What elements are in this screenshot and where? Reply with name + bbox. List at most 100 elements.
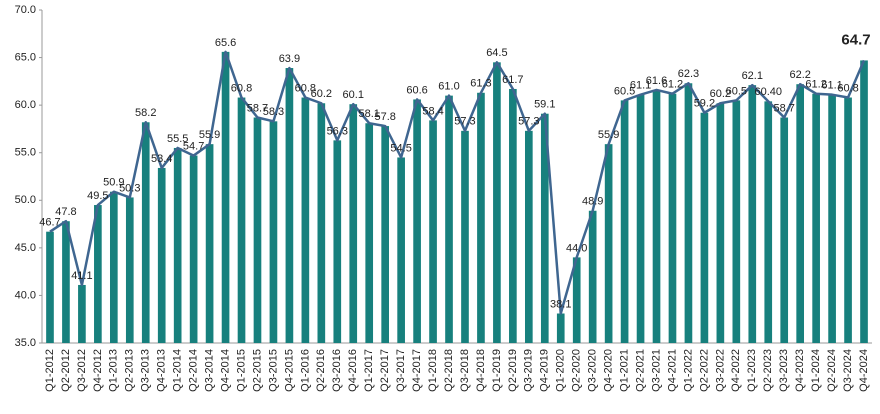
bar bbox=[237, 97, 246, 343]
data-label: 57.3 bbox=[518, 116, 539, 128]
x-tick-label: Q3-2016 bbox=[331, 349, 343, 392]
data-label: 53.4 bbox=[151, 153, 172, 165]
bar bbox=[748, 85, 757, 344]
data-label: 46.7 bbox=[39, 217, 60, 229]
bar bbox=[317, 103, 326, 344]
bar bbox=[189, 155, 198, 343]
x-tick-label: Q4-2019 bbox=[539, 349, 551, 392]
data-label: 60.5 bbox=[614, 85, 635, 97]
x-tick-label: Q1-2022 bbox=[682, 349, 694, 392]
x-tick-label: Q1-2024 bbox=[810, 349, 822, 392]
y-tick-label: 70.0 bbox=[15, 4, 36, 16]
bar bbox=[397, 157, 405, 343]
data-label: 58.1 bbox=[359, 108, 380, 120]
bar bbox=[46, 231, 54, 343]
bar bbox=[62, 221, 70, 343]
x-tick-label: Q3-2018 bbox=[459, 349, 471, 392]
x-tick-label: Q2-2014 bbox=[188, 349, 200, 392]
data-label: 62.3 bbox=[678, 68, 699, 80]
data-label: 61.6 bbox=[646, 75, 667, 87]
x-tick-label: Q1-2014 bbox=[172, 349, 184, 392]
data-label: 60.8 bbox=[231, 82, 252, 94]
bar bbox=[844, 97, 852, 343]
data-label: 61.0 bbox=[438, 81, 459, 93]
bar bbox=[381, 126, 390, 344]
data-label: 58.4 bbox=[422, 105, 443, 117]
x-tick-label: Q1-2013 bbox=[108, 349, 120, 392]
data-label: 55.5 bbox=[167, 133, 188, 145]
bar bbox=[524, 130, 533, 343]
x-tick-label: Q4-2021 bbox=[666, 349, 678, 392]
x-tick-label: Q4-2015 bbox=[283, 349, 295, 392]
data-label: 55.9 bbox=[598, 129, 619, 141]
data-label: 58.3 bbox=[263, 106, 284, 118]
x-tick-label: Q3-2014 bbox=[204, 349, 216, 392]
data-label: 61.2 bbox=[662, 79, 683, 91]
y-tick-label: 65.0 bbox=[15, 51, 36, 63]
x-tick-label: Q4-2014 bbox=[219, 349, 231, 392]
bar bbox=[269, 121, 278, 344]
data-label: 64.5 bbox=[486, 47, 507, 59]
x-tick-label: Q3-2019 bbox=[523, 349, 535, 392]
bar bbox=[540, 113, 549, 343]
data-label: 49.5 bbox=[87, 190, 108, 202]
data-label: 44.0 bbox=[566, 242, 587, 254]
data-label: 48.9 bbox=[582, 196, 603, 208]
bar bbox=[636, 94, 645, 343]
bar bbox=[604, 144, 613, 343]
y-tick-label: 35.0 bbox=[15, 337, 36, 349]
bar bbox=[477, 92, 485, 343]
bar bbox=[349, 104, 358, 343]
x-tick-label: Q4-2018 bbox=[475, 349, 487, 392]
bar bbox=[461, 130, 469, 343]
x-tick-label: Q1-2020 bbox=[555, 349, 567, 392]
x-tick-label: Q2-2023 bbox=[762, 349, 774, 392]
data-label: 58.7 bbox=[774, 102, 795, 114]
x-tick-label: Q3-2022 bbox=[714, 349, 726, 392]
x-tick-label: Q4-2012 bbox=[92, 349, 104, 392]
data-label: 60.5 bbox=[726, 85, 747, 97]
data-label: 63.9 bbox=[279, 53, 300, 65]
bar bbox=[620, 100, 629, 343]
bar bbox=[572, 257, 581, 343]
data-label: 41.1 bbox=[71, 270, 92, 282]
y-tick-label: 40.0 bbox=[15, 289, 36, 301]
x-tick-label: Q2-2024 bbox=[826, 349, 838, 392]
y-tick-label: 50.0 bbox=[15, 194, 36, 206]
x-tick-label: Q4-2016 bbox=[347, 349, 359, 392]
bar bbox=[588, 210, 597, 343]
x-tick-label: Q3-2012 bbox=[76, 349, 88, 392]
data-label: 60.2 bbox=[710, 88, 731, 100]
x-tick-label: Q1-2021 bbox=[619, 349, 631, 392]
x-tick-label: Q2-2012 bbox=[60, 349, 72, 392]
bar bbox=[764, 101, 773, 343]
data-label: 60.6 bbox=[406, 84, 427, 96]
bar bbox=[141, 122, 150, 343]
data-label: 57.8 bbox=[374, 111, 395, 123]
bar bbox=[668, 93, 677, 344]
data-label: 60.40 bbox=[754, 86, 782, 98]
x-tick-label: Q2-2018 bbox=[443, 349, 455, 392]
x-tick-label: Q2-2013 bbox=[124, 349, 136, 392]
bar bbox=[700, 112, 709, 343]
x-tick-label: Q3-2021 bbox=[650, 349, 662, 392]
x-tick-label: Q4-2022 bbox=[730, 349, 742, 392]
data-label: 58.2 bbox=[135, 107, 156, 119]
x-tick-label: Q2-2021 bbox=[634, 349, 646, 392]
bar bbox=[828, 94, 836, 343]
x-tick-label: Q3-2024 bbox=[842, 349, 854, 392]
x-tick-label: Q2-2017 bbox=[379, 349, 391, 392]
bar bbox=[157, 167, 166, 343]
data-label: 60.8 bbox=[295, 82, 316, 94]
x-tick-label: Q2-2020 bbox=[571, 349, 583, 392]
x-tick-label: Q3-2017 bbox=[395, 349, 407, 392]
x-tick-label: Q4-2020 bbox=[603, 349, 615, 392]
bar bbox=[285, 68, 294, 343]
data-label: 60.2 bbox=[311, 88, 332, 100]
x-tick-label: Q2-2016 bbox=[315, 349, 327, 392]
data-label: 59.1 bbox=[534, 99, 555, 111]
data-label: 54.5 bbox=[390, 142, 411, 154]
x-tick-label: Q2-2022 bbox=[698, 349, 710, 392]
x-tick-label: Q1-2016 bbox=[299, 349, 311, 392]
data-label: 57.3 bbox=[454, 116, 475, 128]
